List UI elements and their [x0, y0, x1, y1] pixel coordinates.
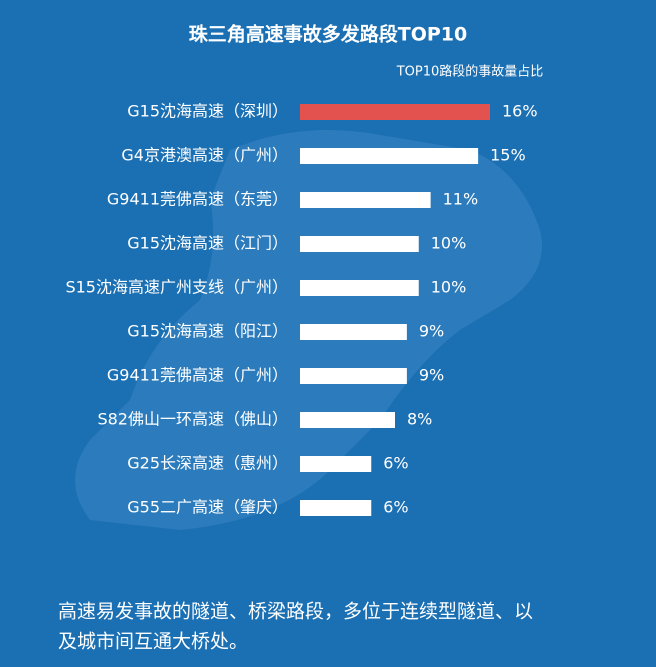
- bar: [300, 412, 395, 428]
- bar: [300, 456, 372, 472]
- value-label: 9%: [419, 366, 444, 385]
- bar: [300, 192, 431, 208]
- bar: [300, 324, 407, 340]
- chart-title: 珠三角高速事故多发路段TOP10: [189, 23, 467, 46]
- footer-line: 及城市间互通大桥处。: [58, 631, 248, 653]
- bar: [300, 236, 419, 252]
- bar: [300, 280, 419, 296]
- category-label: G4京港澳高速（广州）: [121, 146, 288, 165]
- value-label: 8%: [407, 410, 432, 429]
- value-label: 6%: [383, 454, 408, 473]
- category-label: G55二广高速（肇庆）: [127, 498, 288, 517]
- value-label: 9%: [419, 322, 444, 341]
- value-label: 10%: [431, 278, 467, 297]
- category-label: G15沈海高速（阳江）: [127, 322, 288, 341]
- category-label: G9411莞佛高速（东莞）: [107, 190, 288, 209]
- bar: [300, 148, 479, 164]
- category-label: S15沈海高速广州支线（广州）: [65, 278, 288, 297]
- value-label: 15%: [490, 146, 526, 165]
- value-label: 10%: [431, 234, 467, 253]
- value-label: 11%: [443, 190, 479, 209]
- bar: [300, 104, 490, 120]
- category-label: S82佛山一环高速（佛山）: [97, 410, 288, 429]
- bar: [300, 500, 372, 516]
- chart-subtitle: TOP10路段的事故量占比: [396, 64, 544, 80]
- footer-line: 高速易发事故的隧道、桥梁路段，多位于连续型隧道、以: [58, 601, 533, 623]
- bar: [300, 368, 407, 384]
- value-label: 16%: [502, 102, 538, 121]
- category-label: G9411莞佛高速（广州）: [107, 366, 288, 385]
- category-label: G15沈海高速（深圳）: [127, 102, 288, 121]
- category-label: G25长深高速（惠州）: [127, 454, 288, 473]
- category-label: G15沈海高速（江门）: [127, 234, 288, 253]
- value-label: 6%: [383, 498, 408, 517]
